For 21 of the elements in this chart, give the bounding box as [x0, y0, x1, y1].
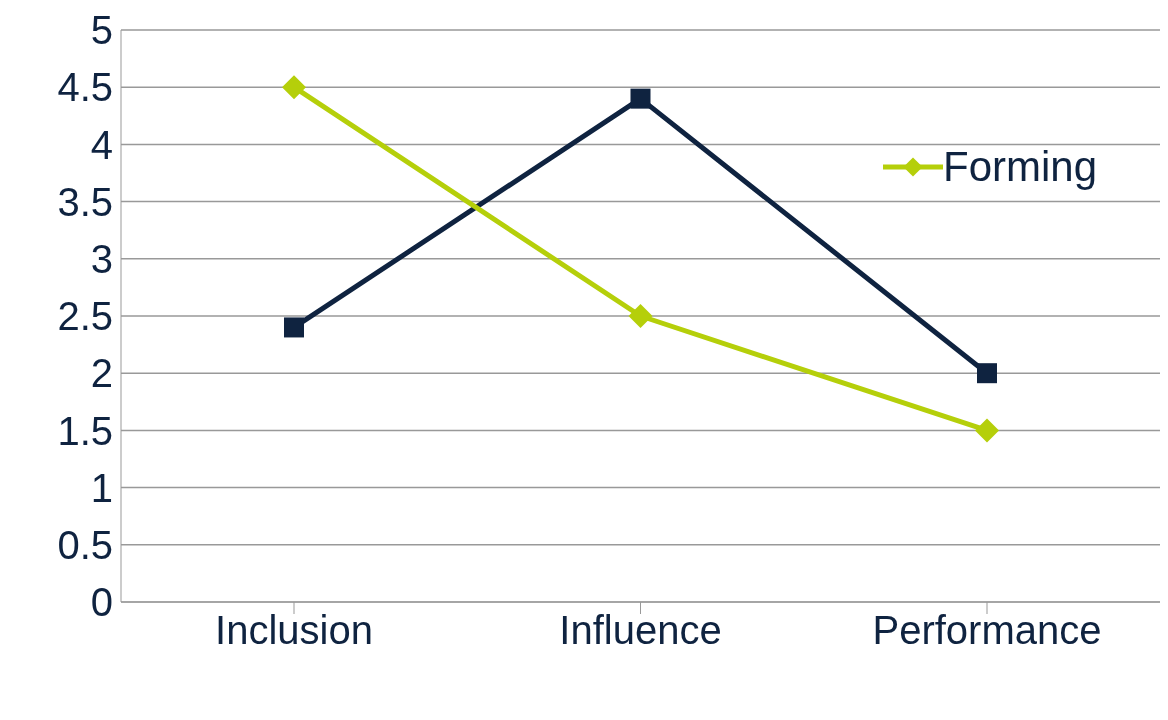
- point: [630, 88, 651, 109]
- y-tick-label: 2: [90, 351, 113, 396]
- y-tick-label: 4.5: [57, 65, 113, 110]
- point: [975, 418, 999, 443]
- point: [282, 75, 306, 100]
- x-tick-label: Inclusion: [215, 608, 373, 653]
- y-tick-label: 4: [90, 122, 113, 167]
- point: [628, 304, 653, 328]
- y-tick-label: 3: [90, 237, 113, 281]
- x-tick-label: Performance: [872, 608, 1102, 653]
- legend-label: Forming: [943, 143, 1098, 191]
- y-tick-label: 2.5: [57, 294, 113, 339]
- y-tick-label: 5: [90, 8, 113, 53]
- x-tick-label: Influence: [559, 608, 722, 653]
- y-tick-label: 0.5: [57, 523, 113, 567]
- y-tick-label: 1.5: [57, 408, 113, 453]
- point: [977, 363, 997, 384]
- point: [284, 317, 304, 338]
- y-tick-label: 3.5: [57, 179, 113, 224]
- y-tick-label: 1: [90, 465, 113, 510]
- y-tick-label: 0: [90, 580, 113, 625]
